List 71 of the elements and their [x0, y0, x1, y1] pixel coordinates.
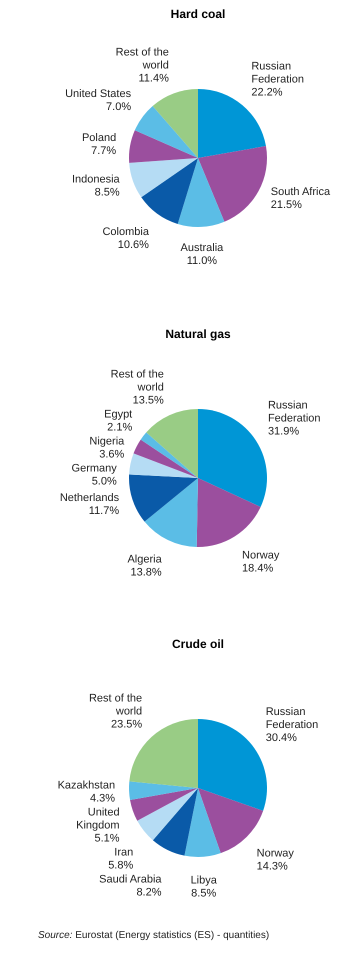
pie-slice: [184, 788, 221, 857]
data-label: 2.1%: [107, 421, 132, 434]
pie-slice: [198, 146, 267, 222]
slice-label: Colombia: [102, 226, 150, 238]
data-label: 30.4%: [266, 732, 298, 744]
slice-label: Indonesia: [72, 174, 121, 186]
slice-label: Rest of the world: [110, 368, 164, 394]
pie-slice: [196, 478, 261, 547]
pie-slice: [140, 432, 198, 478]
data-label: 11.7%: [88, 504, 120, 517]
pie-slice: [129, 474, 198, 522]
slice-label: Kazakhstan: [58, 779, 116, 792]
data-label: 8.5%: [191, 888, 216, 900]
pie-slice: [152, 788, 198, 856]
slice-label: United Kingdom: [76, 806, 120, 832]
data-label: 4.3%: [90, 792, 116, 804]
slice-label: Netherlands: [60, 492, 120, 504]
slice-label: Saudi Arabia: [99, 873, 162, 886]
data-label: 31.9%: [268, 425, 300, 438]
slice-label: United States: [65, 88, 132, 100]
pie-slice: [129, 453, 198, 478]
slice-label: Germany: [72, 462, 118, 474]
slice-label: Russian Federation: [251, 60, 304, 86]
pie-slice: [134, 440, 198, 478]
data-label: 5.0%: [92, 475, 117, 488]
chart-title: Crude oil: [172, 637, 224, 651]
pie-slice: [129, 158, 198, 198]
slice-label: Nigeria: [89, 435, 126, 448]
slice-label: Rest of the world: [88, 692, 142, 718]
data-label: 8.5%: [94, 186, 120, 199]
data-label: 10.6%: [118, 238, 150, 251]
chart-title: Hard coal: [170, 7, 226, 21]
slice-label: Norway: [242, 549, 280, 562]
data-label: 22.2%: [251, 86, 283, 98]
pie-slice: [129, 130, 198, 163]
data-label: 13.8%: [130, 566, 162, 579]
data-label: 7.7%: [91, 144, 116, 157]
data-label: 3.6%: [99, 448, 124, 460]
pie-slice: [144, 478, 198, 547]
slice-label: Australia: [180, 242, 224, 254]
pie-slice: [198, 409, 267, 507]
data-label: 5.8%: [108, 859, 134, 872]
slice-label: Rest of the world: [116, 46, 169, 72]
data-label: 21.5%: [270, 198, 302, 211]
slice-label: Egypt: [104, 408, 132, 420]
slice-label: Norway: [256, 848, 294, 860]
data-label: 11.4%: [138, 72, 170, 84]
slice-label: South Africa: [270, 186, 331, 198]
data-label: 18.4%: [242, 562, 274, 574]
data-label: 7.0%: [106, 100, 132, 113]
slice-label: Russian Federation: [266, 706, 318, 731]
slice-label: Russian Federation: [268, 399, 321, 424]
pie-slice: [141, 158, 198, 224]
data-label: 5.1%: [94, 832, 120, 844]
pie-slice: [146, 409, 198, 478]
pie-slice: [198, 719, 267, 811]
slice-label: Algeria: [127, 554, 163, 566]
source-note: Source: Eurostat (Energy statistics (ES) - quantities): [38, 930, 270, 941]
data-label: 8.2%: [136, 886, 162, 898]
pie-slice: [130, 788, 198, 821]
data-label: 14.3%: [256, 860, 288, 873]
pie-slice: [152, 89, 198, 158]
chart-title: Natural gas: [165, 327, 231, 341]
slice-label: Iran: [114, 846, 134, 858]
data-label: 23.5%: [110, 718, 142, 731]
slice-label: Libya: [190, 874, 218, 887]
pie-slice: [129, 781, 198, 800]
data-label: 11.0%: [186, 254, 218, 267]
pie-slice: [137, 788, 198, 840]
data-label: 13.5%: [132, 394, 164, 406]
slice-label: Poland: [82, 132, 116, 144]
